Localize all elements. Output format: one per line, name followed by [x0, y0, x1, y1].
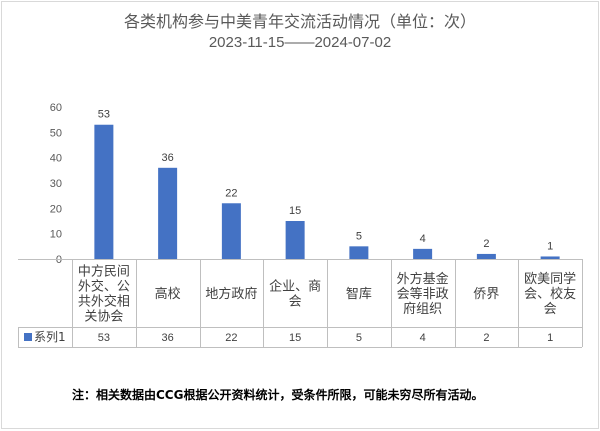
data-label: 2: [483, 238, 489, 250]
y-tick-label: 60: [50, 102, 62, 114]
table-value: 22: [225, 332, 237, 344]
legend-label: 系列1: [34, 330, 66, 344]
bar: [413, 248, 433, 259]
y-tick-label: 50: [50, 127, 62, 139]
table-value: 15: [289, 332, 301, 344]
data-label: 15: [289, 205, 301, 217]
table-value: 53: [98, 332, 110, 344]
category-label: 企业、商会: [269, 279, 321, 310]
bar: [285, 221, 305, 259]
y-tick-label: 40: [50, 153, 62, 165]
category-label: 外方基金会等非政府组织: [397, 271, 449, 317]
category-label: 地方政府: [205, 286, 257, 302]
y-tick-label: 10: [50, 229, 62, 241]
bar: [540, 256, 560, 259]
bar: [476, 253, 496, 259]
data-label: 53: [98, 109, 110, 121]
category-label: 欧美同学会、校友会: [524, 271, 576, 317]
data-label: 5: [356, 230, 362, 242]
category-label: 智库: [346, 286, 372, 302]
category-label: 侨界: [473, 287, 499, 302]
bar: [158, 167, 178, 259]
category-label: 高校: [155, 286, 181, 302]
chart-subtitle: 2023-11-15——2024-07-02: [208, 34, 392, 51]
data-label: 1: [547, 240, 553, 252]
bar: [221, 203, 241, 259]
data-label: 36: [162, 152, 174, 164]
y-tick-label: 30: [50, 178, 62, 190]
y-tick-label: 20: [50, 203, 62, 215]
table-value: 2: [483, 332, 489, 344]
table-value: 1: [547, 332, 553, 344]
footnote: 注：相关数据由CCG根据公开资料统计，受条件所限，可能未穷尽所有活动。: [72, 388, 484, 402]
bar: [94, 124, 114, 259]
table-value: 36: [162, 332, 174, 344]
legend-key: [24, 333, 32, 341]
data-label: 4: [420, 233, 426, 245]
table-value: 4: [420, 332, 426, 344]
category-label: 中方民间外交、公共外交相关协会: [78, 264, 130, 325]
table-value: 5: [356, 332, 362, 344]
bar: [349, 246, 369, 259]
data-label: 22: [225, 187, 237, 199]
chart-title: 各类机构参与中美青年交流活动情况（单位：次）: [123, 12, 476, 31]
